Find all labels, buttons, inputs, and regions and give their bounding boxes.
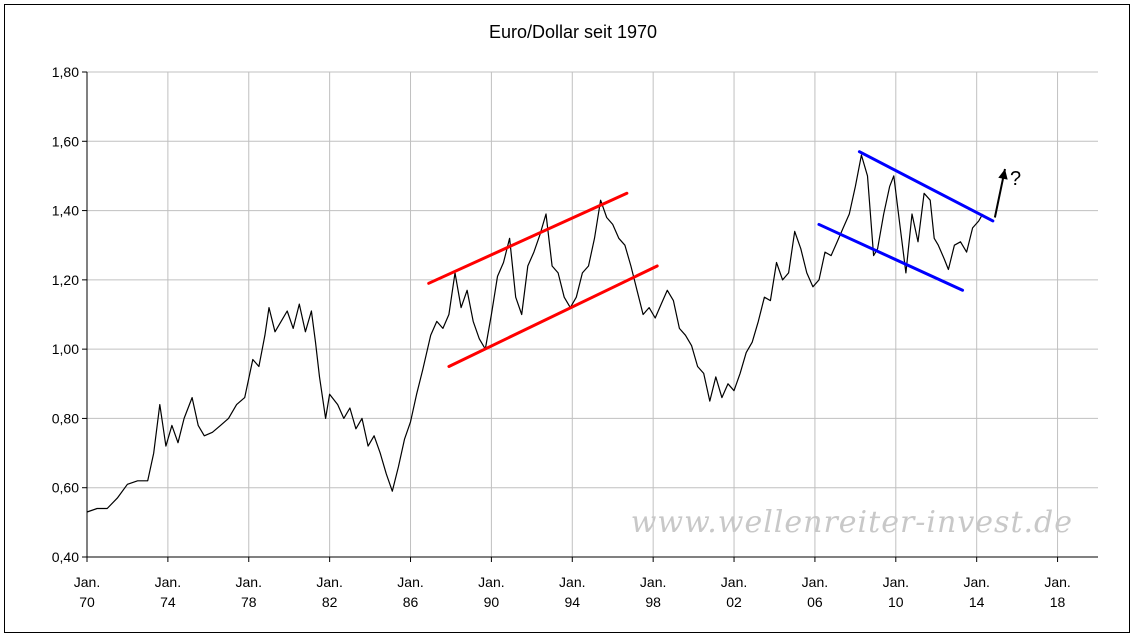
axes bbox=[82, 71, 1098, 562]
x-tick-label-month: Jan. bbox=[640, 574, 666, 590]
x-tick-label-year: 78 bbox=[241, 594, 257, 610]
series-layer bbox=[86, 154, 984, 513]
y-tick-label: 1,60 bbox=[52, 133, 79, 149]
x-tick-label-month: Jan. bbox=[316, 574, 342, 590]
chart-frame bbox=[4, 4, 1130, 633]
x-tick-label-month: Jan. bbox=[721, 574, 747, 590]
x-tick-label-month: Jan. bbox=[74, 574, 100, 590]
x-tick-label-year: 02 bbox=[726, 594, 742, 610]
x-tick-label-month: Jan. bbox=[802, 574, 828, 590]
y-tick-label: 1,00 bbox=[52, 341, 79, 357]
x-tick-label-month: Jan. bbox=[1044, 574, 1070, 590]
grid-lines bbox=[87, 71, 1098, 558]
y-tick-label: 1,20 bbox=[52, 272, 79, 288]
x-tick-label-month: Jan. bbox=[236, 574, 262, 590]
arrow-head bbox=[998, 169, 1008, 180]
x-tick-label-year: 14 bbox=[969, 594, 985, 610]
y-tick-labels: 0,40 0,60 0,80 1,00 1,20 1,40 1,60 1,80 bbox=[52, 64, 79, 565]
question-mark-label: ? bbox=[1010, 168, 1021, 190]
series-line bbox=[86, 154, 984, 513]
trend-line bbox=[857, 150, 995, 223]
y-tick-label: 1,80 bbox=[52, 64, 79, 80]
trend-line bbox=[817, 222, 965, 292]
x-tick-label-month: Jan. bbox=[559, 574, 585, 590]
x-tick-label-month: Jan. bbox=[155, 574, 181, 590]
x-tick-label-year: 74 bbox=[160, 594, 176, 610]
x-tick-label-month: Jan. bbox=[963, 574, 989, 590]
trend-line bbox=[447, 264, 659, 368]
x-tick-label-year: 70 bbox=[79, 594, 95, 610]
x-tick-label-year: 98 bbox=[645, 594, 661, 610]
x-tick-label-year: 18 bbox=[1050, 594, 1066, 610]
y-tick-label: 0,40 bbox=[52, 549, 79, 565]
watermark-text: www.wellenreiter-invest.de bbox=[631, 505, 1073, 540]
arrow-annotation: ? bbox=[993, 168, 1021, 218]
trend-lines bbox=[427, 150, 995, 368]
x-tick-label-month: Jan. bbox=[397, 574, 423, 590]
chart-title: Euro/Dollar seit 1970 bbox=[489, 22, 657, 42]
x-tick-label-year: 94 bbox=[564, 594, 580, 610]
x-tick-label-year: 10 bbox=[888, 594, 904, 610]
x-tick-label-year: 90 bbox=[484, 594, 500, 610]
trend-line bbox=[427, 191, 629, 285]
x-tick-label-year: 86 bbox=[403, 594, 419, 610]
y-tick-label: 0,60 bbox=[52, 480, 79, 496]
y-tick-label: 1,40 bbox=[52, 203, 79, 219]
y-tick-label: 0,80 bbox=[52, 410, 79, 426]
x-tick-label-month: Jan. bbox=[883, 574, 909, 590]
x-tick-label-month: Jan. bbox=[478, 574, 504, 590]
x-tick-label-year: 82 bbox=[322, 594, 338, 610]
x-tick-label-year: 06 bbox=[807, 594, 823, 610]
x-tick-labels: Jan. 70 Jan. 74 Jan. 78 Jan. 82 Jan. 86 Jan. 90 Jan.… bbox=[74, 574, 1071, 610]
